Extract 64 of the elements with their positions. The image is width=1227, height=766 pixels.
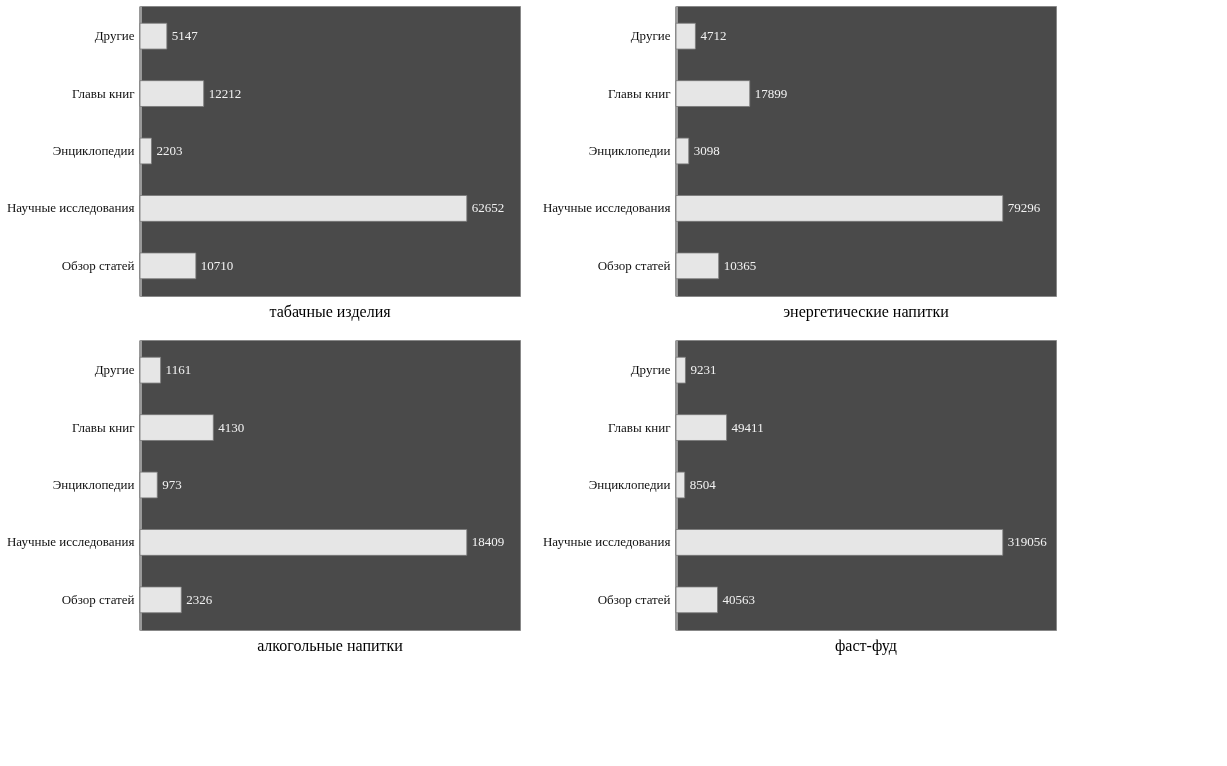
y-tick-label: Обзор статей: [597, 257, 671, 273]
text: алкогольные напитки: [257, 637, 404, 654]
data-label: 79296: [1007, 200, 1041, 216]
bar: [675, 414, 728, 441]
data-label: 10365: [723, 257, 757, 273]
y-tick-label: Другие: [630, 28, 671, 44]
y-tick-label: Главы книг: [72, 419, 135, 435]
bar: [675, 137, 690, 165]
data-label: 3098: [693, 143, 720, 158]
data-label: 10710: [200, 257, 234, 273]
data-label: 17899: [754, 85, 788, 101]
y-tick-label: Главы книг: [72, 85, 135, 101]
y-tick-label: Научные исследования: [6, 534, 135, 550]
data-label: 973: [162, 477, 182, 492]
data-label: 8504: [689, 477, 717, 492]
y-tick-label: Обзор статей: [61, 257, 135, 273]
bar: [675, 586, 718, 614]
data-label: 2203: [156, 143, 183, 158]
data-label: 1161: [165, 362, 192, 378]
data-label: 18409: [471, 534, 505, 550]
text: энергетические напитки: [783, 303, 950, 321]
data-label: 9231: [690, 362, 717, 378]
data-label: 49411: [731, 419, 764, 435]
bar: [675, 195, 1004, 222]
bar: [139, 22, 168, 50]
data-label: 2326: [186, 591, 213, 607]
bar: [675, 80, 751, 107]
y-tick-label: Энциклопедии: [52, 477, 135, 492]
y-tick-label: Научные исследования: [542, 200, 671, 216]
text: фаст-фуд: [835, 637, 897, 655]
y-tick-label: Научные исследования: [6, 200, 135, 216]
bar: [139, 252, 197, 280]
bar: [675, 356, 686, 384]
bar: [675, 252, 720, 280]
data-label: 62652: [471, 200, 505, 216]
y-tick-label: Другие: [94, 362, 135, 378]
bar: [139, 80, 205, 107]
y-tick-label: Обзор статей: [597, 591, 671, 607]
data-label: 4712: [700, 28, 727, 44]
data-label: 40563: [722, 591, 756, 607]
data-label: 12212: [208, 85, 242, 101]
data-label: 4130: [218, 419, 245, 435]
y-tick-label: Энциклопедии: [588, 477, 671, 492]
y-tick-label: Энциклопедии: [588, 143, 671, 158]
bar: [139, 414, 214, 441]
data-label: 5147: [171, 28, 199, 44]
bar: [675, 529, 1004, 556]
y-tick-label: Главы книг: [608, 85, 671, 101]
y-tick-label: Другие: [630, 362, 671, 378]
bar: [675, 471, 686, 499]
bar: [139, 529, 468, 556]
text: табачные изделия: [269, 303, 392, 321]
bar: [139, 137, 152, 165]
bar: [139, 586, 182, 614]
bar: [139, 356, 162, 384]
bar: [139, 195, 468, 222]
bar: [675, 22, 696, 50]
y-tick-label: Научные исследования: [542, 534, 671, 550]
y-tick-label: Энциклопедии: [52, 143, 135, 158]
data-label: 319056: [1007, 534, 1048, 550]
y-tick-label: Главы книг: [608, 419, 671, 435]
y-tick-label: Другие: [94, 28, 135, 44]
bar: [139, 471, 158, 499]
y-tick-label: Обзор статей: [61, 591, 135, 607]
